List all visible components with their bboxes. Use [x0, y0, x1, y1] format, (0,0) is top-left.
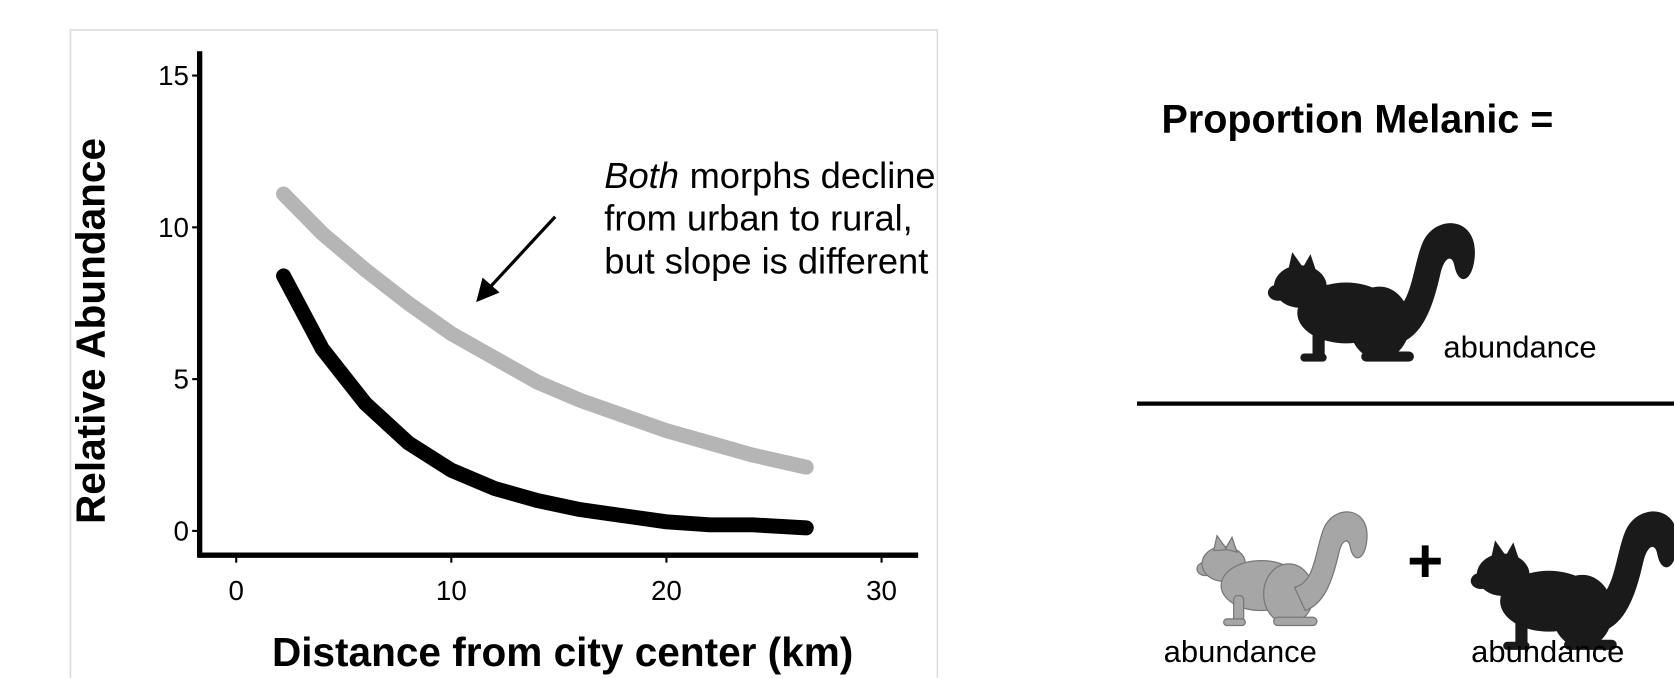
y-tick-label: 5 — [174, 364, 189, 395]
x-tick-label: 10 — [436, 575, 467, 606]
annotation-line: Both morphs decline — [604, 155, 935, 196]
plot-frame — [69, 29, 939, 678]
numerator-label: abundance — [1443, 330, 1596, 365]
melanic-squirrel-icon — [1470, 511, 1674, 650]
diagram-title: Proportion Melanic = — [1162, 97, 1554, 141]
gray-squirrel-icon — [1196, 511, 1368, 627]
plot: 0 5 10 15 0 10 20 30 — [158, 51, 919, 606]
denominator-right-label: abundance — [1471, 634, 1624, 669]
x-tick-label: 30 — [866, 575, 897, 606]
y-tick-label: 15 — [158, 60, 189, 91]
annotation-line: from urban to rural, — [604, 198, 913, 239]
series-line — [276, 268, 814, 536]
arrow-head — [476, 277, 500, 303]
denominator-left-label: abundance — [1164, 634, 1317, 669]
annotation-emphasis: Both — [604, 155, 679, 196]
series-line — [276, 186, 814, 475]
x-axis-title: Distance from city center (km) — [272, 629, 853, 675]
y-tick-label: 0 — [174, 516, 189, 547]
y-tick-label: 10 — [158, 212, 189, 243]
y-axis-title: Relative Abundance — [68, 138, 114, 524]
plus-operator: + — [1407, 527, 1443, 596]
x-tick-label: 20 — [651, 575, 682, 606]
annotation-text: morphs decline — [690, 155, 936, 196]
annotation-arrow — [487, 215, 557, 290]
annotation-line: but slope is different — [604, 240, 928, 281]
x-tick-label: 0 — [228, 575, 243, 606]
